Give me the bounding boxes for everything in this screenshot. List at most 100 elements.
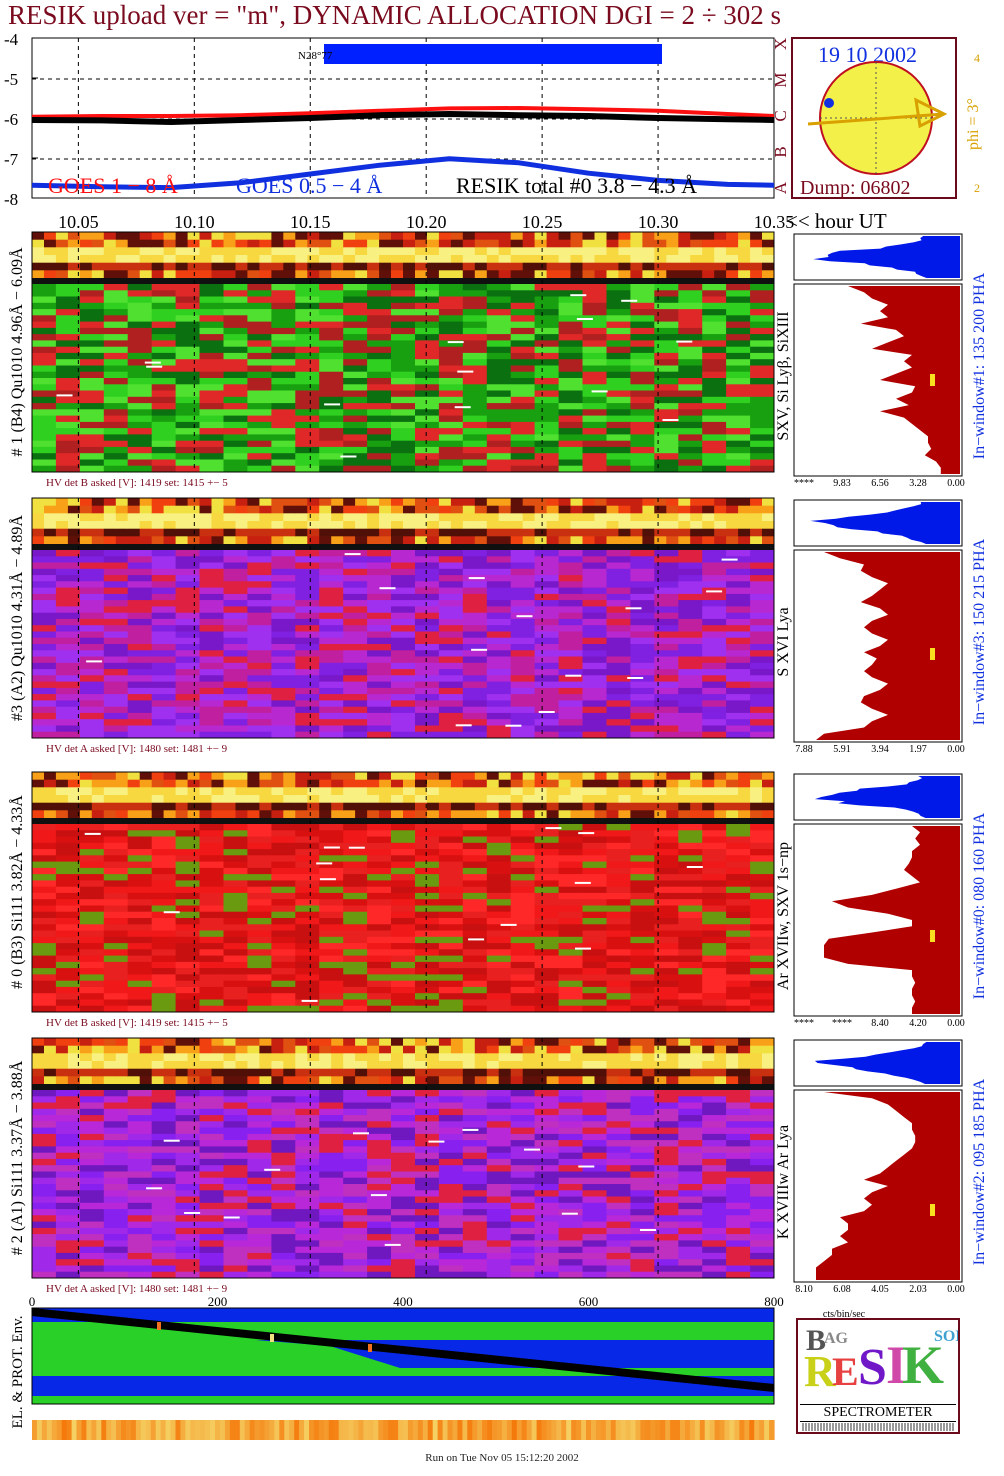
spectrogram-strip-cell xyxy=(44,270,57,279)
spectrogram-strip-cell xyxy=(331,513,344,522)
spectrogram-strip-cell xyxy=(295,232,308,241)
spectrogram-strip-cell xyxy=(462,810,476,819)
spectrogram-cell xyxy=(726,378,751,385)
spectrogram-cell xyxy=(55,390,81,398)
spectrogram-cell xyxy=(415,874,440,881)
spectrogram-cell xyxy=(462,943,488,950)
spectrogram-cell xyxy=(654,943,679,950)
spectrogram-cell xyxy=(32,352,57,360)
spectrogram-strip-cell xyxy=(307,528,320,537)
spectrogram-cell xyxy=(151,993,177,1000)
spectrogram-cell xyxy=(103,1190,129,1198)
spectrogram-cell xyxy=(702,999,727,1007)
spectrogram-strip-cell xyxy=(726,262,739,271)
spectrogram-cell xyxy=(103,918,129,925)
spectrogram-cell xyxy=(678,1152,703,1160)
spectrogram-cell xyxy=(606,999,631,1007)
spectrogram-cell xyxy=(391,302,416,310)
spectrogram-cell xyxy=(32,606,57,614)
spectrogram-cell xyxy=(606,980,631,988)
spectrogram-cell xyxy=(558,465,583,473)
spectrogram-cell xyxy=(486,359,512,366)
spectrogram-cell xyxy=(415,993,440,1000)
spectrogram-strip-cell xyxy=(319,505,332,514)
spectrogram-strip-cell xyxy=(151,1068,165,1077)
spectrogram-cell xyxy=(654,949,679,957)
spectrogram-cell xyxy=(295,662,320,670)
spectrogram-strip-cell xyxy=(678,239,691,248)
spectrogram-cell xyxy=(343,874,368,881)
spectrogram-cell xyxy=(558,562,583,570)
spectrogram-cell xyxy=(702,593,727,601)
spectrogram-strip-cell xyxy=(103,1045,117,1054)
spectrogram-cell xyxy=(534,694,559,701)
spectrogram-cell xyxy=(55,327,81,335)
spectrogram-cell xyxy=(582,352,607,360)
spectrogram-cell xyxy=(415,886,440,894)
spectrogram-cell xyxy=(438,625,464,632)
spectrogram-cell xyxy=(151,999,177,1007)
spectrogram-cell xyxy=(438,446,464,454)
spectrogram-strip-cell xyxy=(223,1076,236,1085)
spectrogram-strip-cell xyxy=(115,795,129,804)
spectrogram-strip-cell xyxy=(462,1045,476,1054)
spectrogram-cell xyxy=(558,1158,583,1166)
spectrogram-strip-cell xyxy=(450,1038,464,1047)
spectrogram-cell xyxy=(582,949,607,957)
spectrogram-strip-cell xyxy=(211,505,224,514)
spectrogram-cell xyxy=(510,315,536,323)
spectrogram-cell xyxy=(343,302,368,310)
spectrogram-cell xyxy=(582,625,607,632)
spectrogram-strip-cell xyxy=(690,498,703,507)
spectrogram-cell xyxy=(462,855,488,863)
detector-panel-0: HV det B asked [V]: 1419 set: 1415 +− 5#… xyxy=(8,231,988,489)
spectrogram-cell xyxy=(534,1184,559,1191)
spectrogram-cell xyxy=(223,631,248,639)
spectrogram-cell xyxy=(367,1158,392,1166)
spectrogram-cell xyxy=(415,936,440,944)
spectrogram-cell xyxy=(32,446,57,454)
spectrogram-strip-cell xyxy=(367,787,380,796)
spectrogram-strip-cell xyxy=(474,802,488,811)
spectrogram-cell xyxy=(702,1121,727,1129)
spectrogram-strip-cell xyxy=(546,521,560,530)
spectrogram-cell xyxy=(103,1171,129,1179)
spectrogram-strip-cell xyxy=(79,1076,93,1085)
spectrogram-cell xyxy=(367,550,392,557)
spectrogram-cell xyxy=(678,359,703,366)
spectrogram-strip-cell xyxy=(654,255,667,264)
spectrogram-strip-cell xyxy=(355,498,368,507)
spectrogram-cell xyxy=(32,662,57,670)
spectrogram-cell xyxy=(654,650,679,658)
spectrogram-cell xyxy=(582,700,607,708)
separator-band xyxy=(32,1084,774,1090)
spectrogram-cell xyxy=(582,1146,607,1154)
spectrogram-strip-cell xyxy=(415,802,428,811)
spectrogram-strip-cell xyxy=(546,1068,560,1077)
spectrogram-cell xyxy=(558,1190,583,1198)
spectrogram-strip-cell xyxy=(558,247,572,256)
spectrogram-cell xyxy=(319,390,344,398)
spectrogram-cell xyxy=(103,415,129,423)
spectrogram-cell xyxy=(199,365,224,373)
spectrogram-cell xyxy=(175,315,200,323)
spectrogram-cell xyxy=(726,687,751,695)
spectrogram-strip-cell xyxy=(355,270,368,279)
spectrogram-strip-cell xyxy=(247,255,260,264)
spectrogram-cell xyxy=(32,309,57,316)
spectrogram-strip-cell xyxy=(415,270,428,279)
spectrogram-strip-cell xyxy=(367,1068,380,1077)
spectrogram-strip-cell xyxy=(642,779,655,788)
spectrogram-cell xyxy=(750,712,775,720)
spectrogram-strip-cell xyxy=(271,1038,284,1047)
spectrogram-cell xyxy=(367,880,392,888)
spectrogram-strip-cell xyxy=(450,1061,464,1070)
spectrogram-cell xyxy=(702,421,727,429)
x-tick-labels: 10.05 10.10 10.15 10.20 10.25 10.30 10.35 xyxy=(58,212,794,232)
spectrogram-cell xyxy=(343,899,368,906)
spectrogram-cell xyxy=(415,706,440,714)
spectrogram-cell xyxy=(271,905,296,913)
spectrogram-cell xyxy=(319,434,344,442)
spectrogram-cell xyxy=(726,980,751,988)
spectrogram-strip-cell xyxy=(486,536,500,545)
